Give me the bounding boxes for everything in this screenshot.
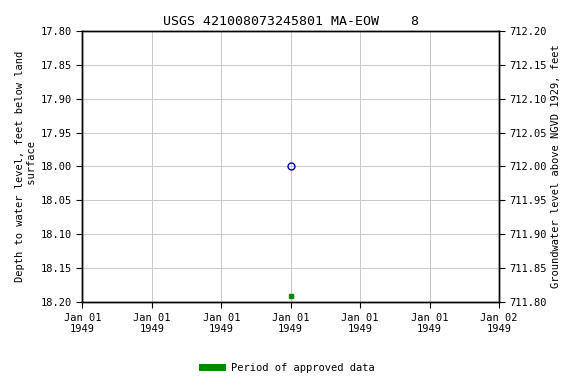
Y-axis label: Depth to water level, feet below land
 surface: Depth to water level, feet below land su… (15, 51, 37, 282)
Title: USGS 421008073245801 MA-EOW    8: USGS 421008073245801 MA-EOW 8 (162, 15, 419, 28)
Y-axis label: Groundwater level above NGVD 1929, feet: Groundwater level above NGVD 1929, feet (551, 45, 561, 288)
Legend: Period of approved data: Period of approved data (198, 359, 378, 377)
